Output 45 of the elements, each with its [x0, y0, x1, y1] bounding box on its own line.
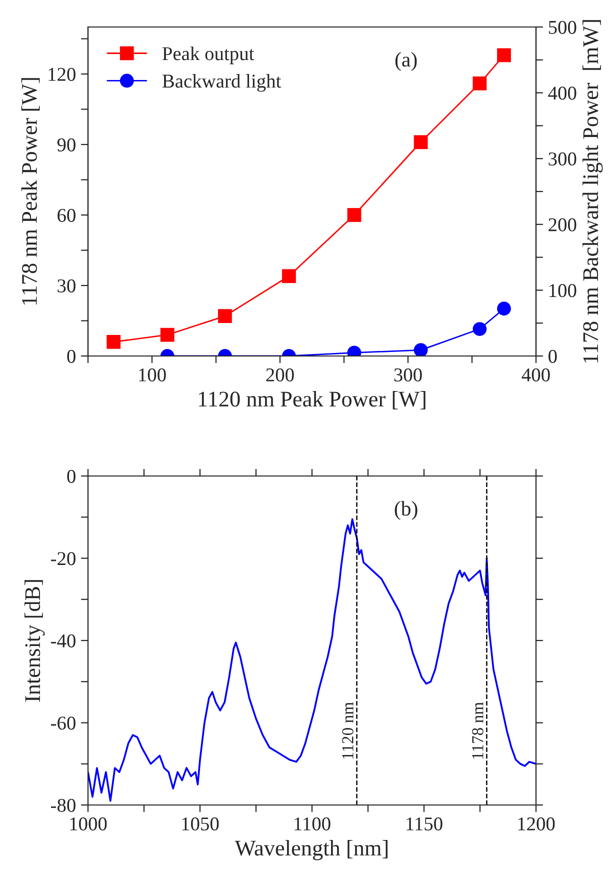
legend-label: Peak output — [162, 46, 254, 64]
x-tick-label: 1000 — [70, 817, 107, 830]
y2-tick-label: 200 — [548, 218, 576, 232]
point — [218, 309, 232, 323]
y-tick-label: 120 — [48, 68, 76, 81]
point — [472, 76, 487, 90]
y-tick-label: -60 — [51, 716, 76, 730]
y2-tick-label: 300 — [548, 152, 576, 166]
y-axis-title: Intensity [dB] — [24, 580, 45, 702]
ref-line-label: 1178 nm — [472, 702, 484, 759]
y-tick-label: 60 — [58, 208, 76, 222]
y-tick-label: -40 — [51, 634, 76, 648]
point — [282, 269, 296, 284]
x-tick-label: 300 — [394, 368, 422, 382]
annotation: (b) — [394, 501, 418, 520]
y2-tick-label: 500 — [548, 20, 576, 34]
x-tick-label: 200 — [266, 368, 294, 382]
y-axis-title: 1178 nm Peak Power [W] — [21, 78, 40, 305]
point — [160, 328, 174, 342]
y2-axis-title: 1178 nm Backward light Power [mW] — [582, 20, 603, 363]
point — [106, 334, 121, 349]
line-series — [88, 518, 536, 802]
x-axis-title: 1120 nm Peak Power [W] — [198, 390, 426, 410]
y2-tick-label: 400 — [548, 86, 576, 100]
x-tick-label: 100 — [139, 368, 166, 382]
annotation: (a) — [395, 52, 417, 71]
point — [347, 208, 362, 222]
x-tick-label: 400 — [522, 368, 550, 382]
x-axis-title: Wavelength [nm] — [234, 840, 388, 860]
point — [414, 135, 428, 150]
point — [497, 48, 511, 62]
y-tick-label: -20 — [51, 552, 76, 566]
x-tick-label: 1100 — [294, 817, 330, 830]
legend-label: Backward light — [162, 74, 282, 92]
x-tick-label: 1150 — [406, 817, 442, 830]
y-tick-label: 30 — [58, 279, 76, 292]
x-tick-label: 1050 — [182, 817, 219, 830]
y-tick-label: -80 — [51, 798, 76, 812]
y2-tick-label: 100 — [550, 284, 576, 298]
y-tick-label: 90 — [57, 138, 76, 152]
y-tick-label: 0 — [67, 470, 76, 483]
ref-line-label: 1120 nm — [342, 702, 354, 759]
x-tick-label: 1200 — [518, 817, 555, 830]
y-tick-label: 0 — [67, 350, 76, 363]
y2-tick-label: 0 — [548, 350, 557, 363]
